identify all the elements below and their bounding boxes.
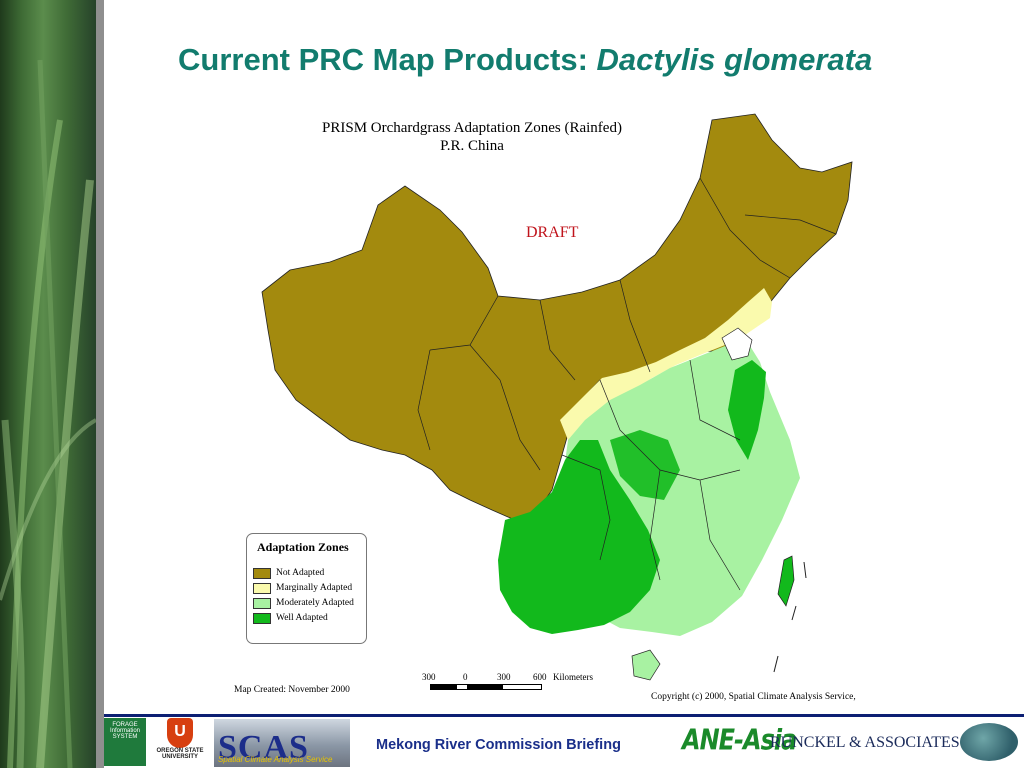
province-boundaries xyxy=(417,177,837,591)
legend-swatch xyxy=(253,567,271,579)
scale-bar-graphic xyxy=(430,684,542,690)
zone-not-adapted xyxy=(261,113,853,521)
fis-logo: FORAGE Information SYSTEM xyxy=(104,718,146,766)
scale-bar: 300 0 300 600 Kilometers xyxy=(420,672,620,696)
map-legend: Adaptation Zones Not Adapted Marginally … xyxy=(246,533,367,644)
runckel-logo: RUNCKEL & ASSOCIATES xyxy=(770,734,960,751)
slide-title: Current PRC Map Products: Dactylis glome… xyxy=(178,42,873,77)
zone-well-east xyxy=(728,360,766,460)
zone-well-southwest xyxy=(498,440,660,634)
divider-bar xyxy=(96,0,104,768)
legend-item: Not Adapted xyxy=(253,566,324,580)
legend-item: Marginally Adapted xyxy=(253,581,352,595)
species-name: Dactylis glomerata xyxy=(596,42,873,77)
copyright: Copyright (c) 2000, Spatial Climate Anal… xyxy=(651,692,856,702)
draft-label: DRAFT xyxy=(526,224,579,241)
legend-swatch xyxy=(253,582,271,594)
osu-logo: U OREGON STATE UNIVERSITY xyxy=(152,718,208,768)
legend-item: Well Adapted xyxy=(253,611,328,625)
footer-text: Mekong River Commission Briefing xyxy=(376,737,621,753)
scas-logo: SCAS Spatial Climate Analysis Service xyxy=(214,719,350,767)
zone-well-central xyxy=(610,430,680,500)
taiwan xyxy=(777,555,795,607)
globe-icon xyxy=(960,723,1018,761)
map-created: Map Created: November 2000 xyxy=(234,685,350,695)
osu-shield-icon: U xyxy=(167,718,193,748)
hainan xyxy=(631,649,661,681)
sea-marks xyxy=(773,561,807,673)
map-title: PRISM Orchardgrass Adaptation Zones (Rai… xyxy=(322,120,622,154)
grass-background xyxy=(0,0,96,768)
footer-line xyxy=(104,714,1024,717)
legend-swatch xyxy=(253,612,271,624)
legend-item: Moderately Adapted xyxy=(253,596,354,610)
legend-title: Adaptation Zones xyxy=(257,540,349,554)
zone-marginal xyxy=(560,288,772,440)
bohai-sea xyxy=(721,327,753,361)
legend-swatch xyxy=(253,597,271,609)
china-adaptation-map xyxy=(261,113,853,681)
ane-asia-logo: ANE-Asia xyxy=(682,723,797,757)
